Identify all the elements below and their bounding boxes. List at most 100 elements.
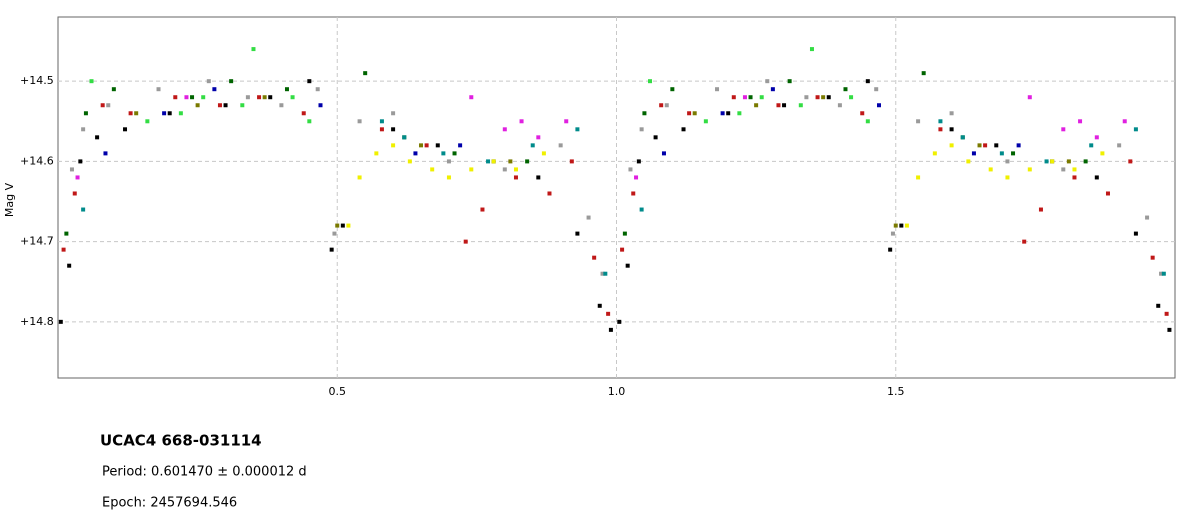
- data-point: [67, 263, 72, 268]
- data-point: [257, 95, 262, 100]
- data-point: [603, 271, 608, 276]
- data-point: [1078, 119, 1083, 124]
- data-point: [435, 143, 440, 148]
- data-point: [625, 263, 630, 268]
- data-point: [1089, 143, 1094, 148]
- data-point: [765, 79, 770, 84]
- x-tick-label: 1.5: [887, 385, 905, 398]
- data-point: [64, 231, 69, 236]
- data-point: [402, 135, 407, 140]
- data-point: [620, 247, 625, 252]
- data-point: [229, 79, 234, 84]
- data-point: [754, 103, 759, 108]
- data-point: [178, 111, 183, 116]
- data-point: [983, 143, 988, 148]
- data-point: [558, 143, 563, 148]
- data-point: [1094, 135, 1099, 140]
- data-point: [1105, 191, 1110, 196]
- data-point: [190, 95, 195, 100]
- data-point: [888, 247, 893, 252]
- data-point: [301, 111, 306, 116]
- data-point: [988, 167, 993, 172]
- data-point: [329, 247, 334, 252]
- data-point: [899, 223, 904, 228]
- data-point: [776, 103, 781, 108]
- x-tick-label: 0.5: [329, 385, 347, 398]
- data-point: [949, 127, 954, 132]
- data-point: [636, 159, 641, 164]
- data-point: [1117, 143, 1122, 148]
- data-point: [659, 103, 664, 108]
- data-point: [452, 151, 457, 156]
- data-point: [720, 111, 725, 116]
- data-point: [217, 103, 222, 108]
- data-point: [715, 87, 720, 92]
- data-point: [212, 87, 217, 92]
- data-point: [1133, 231, 1138, 236]
- data-point: [223, 103, 228, 108]
- data-point: [547, 191, 552, 196]
- data-point: [1122, 119, 1127, 124]
- data-point: [391, 143, 396, 148]
- data-point: [128, 111, 133, 116]
- data-point: [251, 47, 256, 52]
- data-point: [1083, 159, 1088, 164]
- data-point: [307, 119, 312, 124]
- data-point: [245, 95, 250, 100]
- data-point: [798, 103, 803, 108]
- data-point: [1005, 175, 1010, 180]
- data-point: [890, 231, 895, 236]
- data-point: [564, 119, 569, 124]
- data-point: [938, 119, 943, 124]
- data-point: [639, 127, 644, 132]
- data-point: [826, 95, 831, 100]
- data-point: [162, 111, 167, 116]
- data-point: [407, 159, 412, 164]
- data-point: [1050, 159, 1055, 164]
- data-point: [78, 159, 83, 164]
- data-point: [486, 159, 491, 164]
- data-point: [977, 143, 982, 148]
- data-point: [173, 95, 178, 100]
- data-point: [575, 127, 580, 132]
- data-point: [284, 87, 289, 92]
- data-point: [513, 167, 518, 172]
- data-point: [335, 223, 340, 228]
- data-point: [770, 87, 775, 92]
- data-point: [206, 79, 211, 84]
- data-point: [1159, 271, 1164, 276]
- data-point: [600, 271, 605, 276]
- data-point: [597, 303, 602, 308]
- data-point: [681, 127, 686, 132]
- data-point: [843, 87, 848, 92]
- data-point: [932, 151, 937, 156]
- data-point: [1145, 215, 1150, 220]
- data-point: [156, 87, 161, 92]
- data-point: [921, 71, 926, 76]
- data-point: [167, 111, 172, 116]
- data-point: [307, 79, 312, 84]
- data-point: [622, 231, 627, 236]
- data-point: [1016, 143, 1021, 148]
- data-point: [1150, 255, 1155, 260]
- data-point: [1038, 207, 1043, 212]
- data-point: [726, 111, 731, 116]
- data-point: [606, 311, 611, 316]
- data-point: [876, 103, 881, 108]
- data-point: [1044, 159, 1049, 164]
- data-point: [89, 79, 94, 84]
- data-point: [81, 207, 86, 212]
- period: Period: 0.601470 ± 0.000012 d: [102, 465, 307, 480]
- data-point: [1022, 239, 1027, 244]
- data-point: [1164, 311, 1169, 316]
- data-point: [201, 95, 206, 100]
- data-point: [413, 151, 418, 156]
- data-point: [315, 87, 320, 92]
- data-point: [661, 151, 666, 156]
- data-point: [1072, 167, 1077, 172]
- data-point: [994, 143, 999, 148]
- data-point: [145, 119, 150, 124]
- data-point: [1161, 271, 1166, 276]
- x-tick-label: 1.0: [608, 385, 626, 398]
- data-point: [346, 223, 351, 228]
